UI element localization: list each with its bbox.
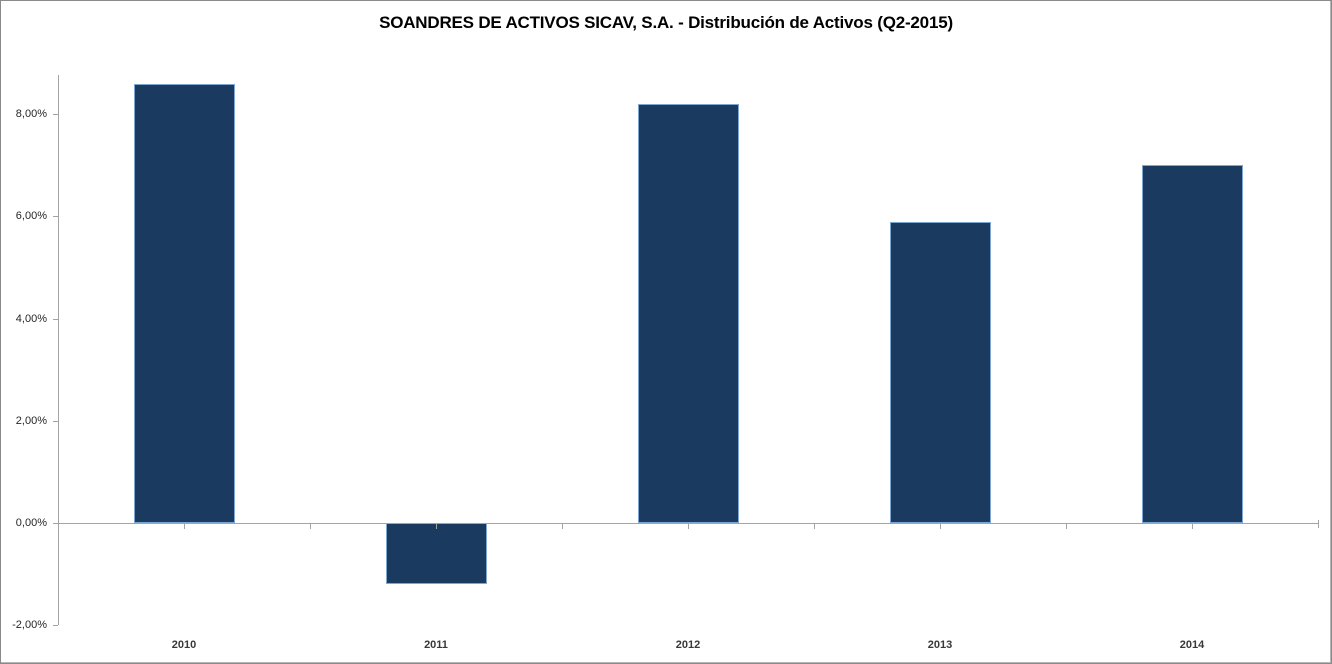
y-axis-tick: [53, 318, 58, 320]
x-axis-tick: [940, 524, 941, 529]
x-axis-tick: [688, 524, 689, 529]
x-axis-tick: [1192, 524, 1193, 529]
zero-baseline: [58, 523, 1318, 524]
x-axis-tick: [1066, 524, 1067, 529]
y-axis-tick-label: 0,00%: [15, 517, 47, 529]
x-axis-label-2011: 2011: [424, 639, 448, 651]
x-axis-tick: [184, 524, 185, 529]
bar-2011: [385, 523, 487, 585]
x-axis-tick: [814, 524, 815, 529]
bar-2010: [133, 83, 235, 523]
x-axis-tick: [562, 524, 563, 529]
x-axis-label-2013: 2013: [927, 639, 953, 651]
y-axis-tick-label: -2,00%: [12, 619, 47, 632]
y-axis-tick: [53, 625, 58, 627]
y-axis-tick-label: 8,00%: [15, 108, 47, 121]
y-axis-tick: [53, 523, 58, 524]
x-axis-label-2010: 2010: [171, 639, 197, 651]
y-axis-tick: [53, 216, 58, 218]
bar-2013: [889, 221, 991, 523]
x-axis-tick: [436, 524, 437, 529]
y-axis-tick: [53, 420, 58, 422]
y-axis-tick-label: 2,00%: [15, 414, 47, 427]
y-axis-tick-label: 6,00%: [15, 210, 47, 223]
x-axis-tick: [1318, 520, 1319, 528]
x-axis-label-2012: 2012: [675, 639, 701, 651]
chart-title: SOANDRES DE ACTIVOS SICAV, S.A. - Distri…: [379, 13, 953, 32]
bar-2012: [637, 103, 739, 523]
y-axis-tick-label: 4,00%: [15, 312, 47, 325]
x-axis-label-2014: 2014: [1179, 639, 1205, 651]
bar-2014: [1141, 165, 1243, 523]
y-axis-line: [58, 75, 59, 625]
x-axis-tick: [310, 524, 311, 529]
y-axis-tick: [53, 114, 58, 116]
